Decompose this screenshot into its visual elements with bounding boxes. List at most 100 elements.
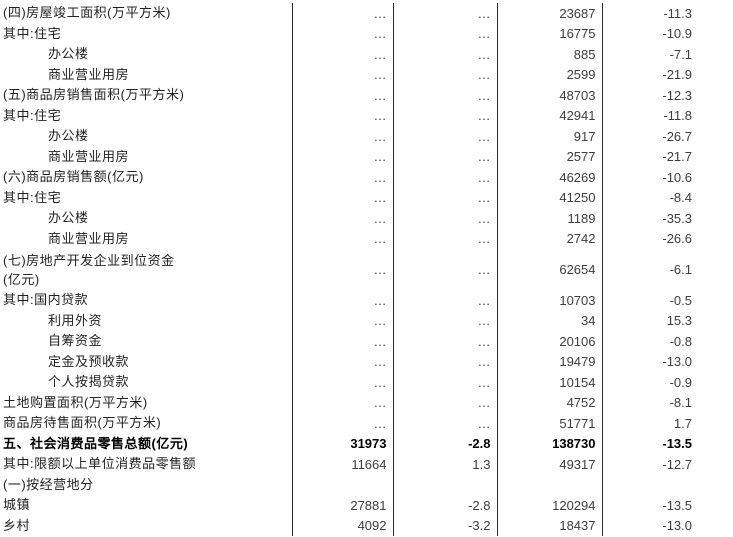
row-label-text: 利用外资 <box>48 312 103 328</box>
cell-value: … <box>291 249 393 290</box>
cell-value: 10703 <box>496 290 602 311</box>
cell-value: … <box>291 392 393 413</box>
cell-value: … <box>291 23 393 44</box>
row-label: 五、社会消费品零售总额(亿元) <box>0 434 292 455</box>
cell-value <box>601 474 733 495</box>
cell-value <box>496 474 602 495</box>
table-row: 其中:住宅…… 42941 -11.8 <box>0 105 733 126</box>
row-label: 商业营业用房 <box>0 147 292 168</box>
row-label: 商品房待售面积(万平方米) <box>0 413 292 434</box>
cell-value: 41250 <box>496 187 602 208</box>
row-label-text: (一)按经营地分 <box>3 476 94 492</box>
table-row: 五、社会消费品零售总额(亿元) 31973 -2.8 138730 -13.5 <box>0 433 733 455</box>
row-label: (七)房地产开发企业到位资金 (亿元) <box>0 249 292 290</box>
cell-value: … <box>392 105 497 126</box>
cell-value: … <box>392 228 497 249</box>
row-label: 其中:国内贷款 <box>0 290 292 311</box>
row-label-text: 定金及预收款 <box>48 353 130 369</box>
row-label-text: 其中:国内贷款 <box>3 292 89 307</box>
row-label-text: 其中:住宅 <box>3 189 62 205</box>
cell-value: -3.2 <box>392 515 497 536</box>
cell-value: … <box>392 331 497 352</box>
cell-value: … <box>291 105 393 126</box>
cell-value: … <box>291 126 393 147</box>
row-label: 城镇 <box>0 495 292 516</box>
cell-value: -11.3 <box>601 3 733 24</box>
table-row: (五)商品房销售面积(万平方米)…… 48703 -12.3 <box>0 85 733 106</box>
cell-value: … <box>392 351 497 372</box>
cell-value: 49317 <box>496 454 602 475</box>
cell-value: … <box>291 372 393 393</box>
cell-value: … <box>392 126 497 147</box>
cell-value: … <box>392 372 497 393</box>
cell-value: … <box>392 310 497 331</box>
table-body: (四)房屋竣工面积(万平方米)…… 23687 -11.3 其中:住宅…… 16775-… <box>0 3 733 536</box>
row-label-text: (七)房地产开发企业到位资金 <box>3 252 175 268</box>
table-row: 商品房待售面积(万平方米)…… 51771 1.7 <box>0 413 733 434</box>
cell-value: … <box>291 167 393 188</box>
row-label-text: 办公楼 <box>48 46 89 61</box>
cell-value: -12.7 <box>601 454 733 475</box>
cell-value: 885 <box>496 44 602 65</box>
cell-value: 34 <box>496 310 602 331</box>
row-label-text: (四)房屋竣工面积(万平方米) <box>3 5 171 20</box>
cell-value: 2742 <box>496 228 602 249</box>
row-label-text: 五、社会消费品零售总额(亿元) <box>3 435 189 451</box>
cell-value: -10.6 <box>601 167 733 188</box>
cell-value: 2599 <box>496 64 602 85</box>
cell-value: … <box>392 290 497 311</box>
row-label: 土地购置面积(万平方米) <box>0 393 292 414</box>
cell-value: … <box>291 208 393 229</box>
row-label: (六)商品房销售额(亿元) <box>0 167 292 188</box>
row-label: 其中:限额以上单位消费品零售额 <box>0 454 292 475</box>
row-label-text: 土地购置面积(万平方米) <box>3 394 148 410</box>
cell-value: -26.7 <box>601 126 733 147</box>
cell-value: -7.1 <box>601 44 733 65</box>
row-label: 定金及预收款 <box>0 352 292 373</box>
cell-value: 120294 <box>496 495 602 516</box>
cell-value: … <box>291 44 393 65</box>
cell-value: 4092 <box>291 515 393 536</box>
row-label-text: 城镇 <box>3 497 31 512</box>
cell-value: … <box>392 187 497 208</box>
cell-value: 18437 <box>496 515 602 536</box>
row-label: 其中:住宅 <box>0 188 292 209</box>
row-label: 办公楼 <box>0 44 292 65</box>
cell-value: … <box>291 85 393 106</box>
cell-value: 4752 <box>496 392 602 413</box>
row-label-text: 办公楼 <box>48 128 89 143</box>
cell-value: -11.8 <box>601 105 733 126</box>
row-label: (四)房屋竣工面积(万平方米) <box>0 3 292 24</box>
cell-value: -8.1 <box>601 392 733 413</box>
table-row: 其中:国内贷款…… 10703 -0.5 <box>0 290 733 311</box>
cell-value: 48703 <box>496 85 602 106</box>
table-row: 城镇 27881 -2.8 120294 -13.5 <box>0 495 733 516</box>
cell-value: … <box>291 310 393 331</box>
row-label: 办公楼 <box>0 126 292 147</box>
cell-value: -21.9 <box>601 64 733 85</box>
cell-value: … <box>291 351 393 372</box>
row-label-text: 其中:住宅 <box>3 25 62 41</box>
table-row: (七)房地产开发企业到位资金 (亿元)…… 62654 -6.1 <box>0 249 733 290</box>
cell-value: 1.3 <box>392 454 497 475</box>
cell-value: 15.3 <box>601 310 733 331</box>
cell-value: -35.3 <box>601 208 733 229</box>
cell-value: 51771 <box>496 413 602 434</box>
cell-value: … <box>291 146 393 167</box>
table-row: 自筹资金…… 20106 -0.8 <box>0 331 733 352</box>
cell-value: 1189 <box>496 208 602 229</box>
cell-value: … <box>392 44 497 65</box>
cell-value: 1.7 <box>601 413 733 434</box>
cell-value: -26.6 <box>601 228 733 249</box>
cell-value: … <box>392 3 497 24</box>
cell-value: … <box>291 413 393 434</box>
table-row: 其中:住宅…… 41250 -8.4 <box>0 187 733 209</box>
table-row: 个人按揭贷款…… 10154 -0.9 <box>0 372 733 393</box>
cell-value <box>291 474 393 495</box>
row-label-text: 商品房待售面积(万平方米) <box>3 415 162 430</box>
row-label-text: 自筹资金 <box>48 333 103 348</box>
table-row: (四)房屋竣工面积(万平方米)…… 23687 -11.3 <box>0 3 733 24</box>
cell-value: -12.3 <box>601 85 733 106</box>
table-row: 定金及预收款…… 19479 -13.0 <box>0 351 733 373</box>
